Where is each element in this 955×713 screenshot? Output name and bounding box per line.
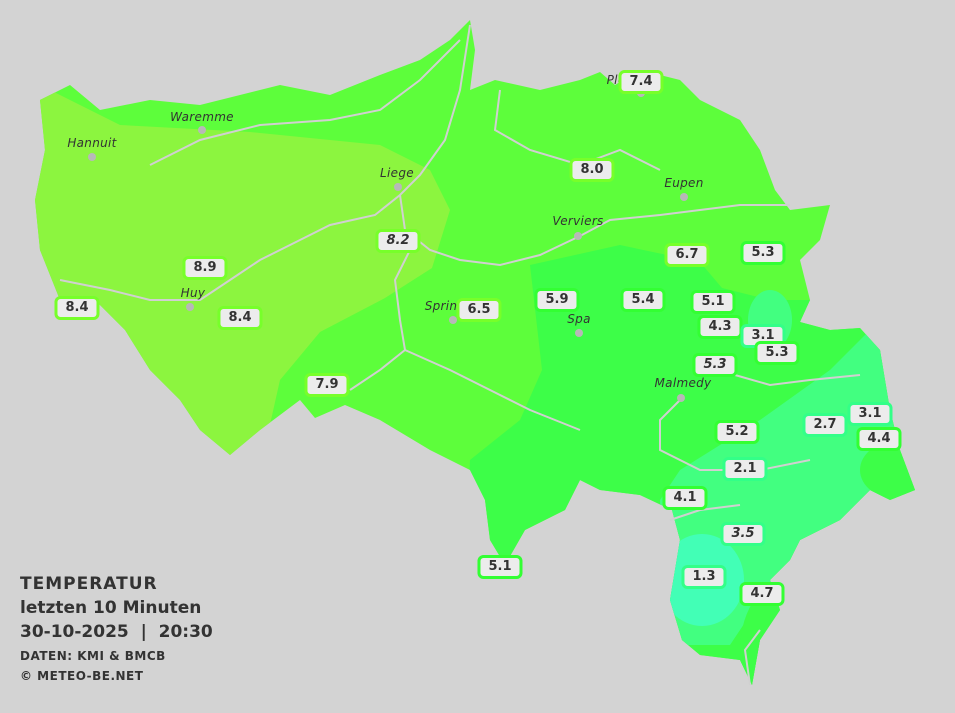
city-dot xyxy=(198,126,206,134)
city-dot xyxy=(394,183,402,191)
station-temperature-label: 5.3 xyxy=(740,241,786,265)
station-temperature-label: 7.9 xyxy=(304,373,350,397)
station-temperature-label: 4.4 xyxy=(856,427,902,451)
legend-title: TEMPERATUR xyxy=(20,574,158,594)
station-temperature-label: 4.7 xyxy=(739,582,785,606)
city-label: Eupen xyxy=(664,176,704,190)
station-temperature-label: 8.4 xyxy=(217,306,263,330)
station-temperature-label: 6.5 xyxy=(456,298,502,322)
station-temperature-label: 5.3 xyxy=(692,353,738,377)
city-dot xyxy=(575,329,583,337)
station-temperature-label: 6.7 xyxy=(664,243,710,267)
station-temperature-label: 2.1 xyxy=(722,457,768,481)
city-label: Hannuit xyxy=(67,136,117,150)
city-label: Huy xyxy=(180,286,206,300)
zone-4-6-east xyxy=(860,440,915,500)
station-temperature-label: 8.4 xyxy=(54,296,100,320)
station-temperature-label: 4.3 xyxy=(697,315,743,339)
station-temperature-label: 3.1 xyxy=(847,402,893,426)
city-label: Spa xyxy=(567,312,591,326)
legend-datetime: 30-10-2025 | 20:30 xyxy=(20,622,213,642)
station-temperature-label: 4.1 xyxy=(662,486,708,510)
city-dot xyxy=(186,303,194,311)
station-temperature-label: 5.4 xyxy=(620,288,666,312)
city-label: Sprin xyxy=(424,299,458,313)
legend-period: letzten 10 Minuten xyxy=(20,598,202,618)
station-temperature-label: 3.5 xyxy=(720,522,766,546)
station-temperature-label: 5.3 xyxy=(754,341,800,365)
station-temperature-label: 5.1 xyxy=(477,555,523,579)
station-temperature-label: 5.9 xyxy=(534,288,580,312)
station-temperature-label: 5.2 xyxy=(714,420,760,444)
city-label: Verviers xyxy=(552,214,604,228)
city-dot xyxy=(680,193,688,201)
station-temperature-label: 1.3 xyxy=(681,565,727,589)
station-temperature-label: 5.1 xyxy=(690,290,736,314)
city-dot xyxy=(88,153,96,161)
city-label: Waremme xyxy=(170,110,234,124)
station-temperature-label: 8.2 xyxy=(375,229,421,253)
legend-source: DATEN: KMI & BMCB xyxy=(20,649,166,663)
city-dot xyxy=(449,316,457,324)
rivers xyxy=(59,24,861,686)
legend-copyright: © METEO-BE.NET xyxy=(20,669,144,683)
station-temperature-label: 8.0 xyxy=(569,158,615,182)
city-label: Malmedy xyxy=(654,376,712,390)
station-temperature-label: 2.7 xyxy=(802,413,848,437)
station-temperature-label: 8.9 xyxy=(182,256,228,280)
city-dot xyxy=(677,394,685,402)
station-temperature-label: 7.4 xyxy=(618,70,664,94)
map-legend: TEMPERATUR letzten 10 Minuten 30-10-2025… xyxy=(20,572,213,685)
city-label: Liege xyxy=(380,166,414,180)
city-dot xyxy=(574,232,582,240)
